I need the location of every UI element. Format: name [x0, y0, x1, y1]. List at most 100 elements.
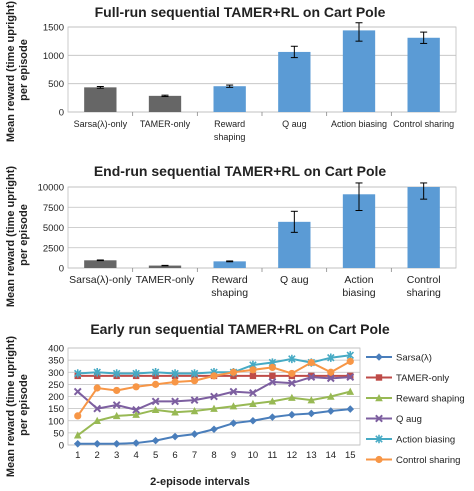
data-point: [327, 353, 335, 362]
bar: [148, 95, 182, 112]
y-tick-label: 300: [48, 368, 64, 379]
data-point: [269, 372, 276, 380]
data-point: [171, 378, 179, 386]
y-axis-label: Mean reward (time upright) per episode: [5, 333, 30, 477]
data-point: [171, 369, 179, 378]
legend-entry: Sarsa(λ): [366, 353, 432, 364]
x-tick-label: Reward shaping: [214, 119, 246, 142]
chart-title: Early run sequential TAMER+RL on Cart Po…: [90, 321, 390, 337]
chart-title: End-run sequential TAMER+RL on Cart Pole: [94, 163, 387, 179]
data-point: [112, 411, 121, 420]
data-point: [288, 369, 296, 378]
x-tick-label-line: Q aug: [282, 119, 307, 129]
data-point: [93, 384, 101, 392]
data-point: [73, 439, 82, 448]
x-tick-label: 4: [133, 450, 138, 461]
y-axis-label-line-1: Mean reward (time upright): [5, 336, 17, 478]
x-tick-label-line: Action biasing: [331, 119, 387, 129]
data-point: [327, 407, 335, 415]
data-point: [249, 366, 257, 374]
data-point: [132, 439, 140, 447]
data-point: [249, 388, 257, 397]
full-run-chart: Full-run sequential TAMER+RL on Cart Pol…: [5, 0, 457, 142]
bar: [148, 265, 182, 268]
legend-entry: Reward shaping: [366, 394, 465, 405]
data-point: [210, 425, 218, 434]
legend-label: Reward shaping: [396, 394, 465, 405]
data-point: [93, 416, 101, 424]
data-point: [229, 419, 238, 427]
x-tick-label-line: Reward: [214, 119, 245, 129]
data-point: [288, 393, 296, 401]
data-point: [249, 416, 257, 425]
y-tick-label: 5000: [43, 223, 64, 234]
x-tick-label-line: Control: [407, 274, 441, 286]
plot-area: [67, 26, 457, 113]
data-point: [190, 369, 199, 378]
series: [73, 373, 355, 414]
end-run-chart: End-run sequential TAMER+RL on Cart Pole…: [5, 163, 457, 307]
data-point: [132, 410, 140, 418]
data-point: [346, 405, 355, 413]
data-point: [327, 392, 335, 400]
data-point: [268, 363, 276, 371]
y-axis-label-line-2: per episode: [18, 39, 30, 101]
data-point: [288, 354, 296, 364]
bar: [342, 30, 376, 112]
data-point: [327, 368, 335, 376]
data-point: [190, 396, 199, 405]
legend-entry: Control sharing: [366, 455, 460, 466]
y-tick-label: 100: [48, 416, 64, 427]
y-axis-label-line-1: Mean reward (time upright): [5, 1, 17, 143]
y-tick-label: 350: [48, 356, 64, 367]
bar: [278, 51, 311, 112]
x-tick-label-line: TAMER-only: [136, 274, 195, 286]
data-point: [307, 409, 316, 418]
x-tick-label: 12: [287, 450, 298, 461]
series: [73, 405, 355, 448]
y-tick-label: 0: [59, 108, 64, 119]
bar: [213, 86, 246, 112]
data-point: [307, 396, 316, 404]
data-point: [229, 387, 238, 396]
x-tick-label-line: Action: [344, 274, 373, 286]
data-point: [190, 407, 199, 415]
x-tick-label: 14: [326, 450, 337, 461]
data-point: [346, 387, 355, 395]
legend-marker: [375, 374, 383, 381]
legend-entry: Q aug: [366, 414, 422, 425]
data-point: [151, 368, 160, 377]
data-point: [132, 405, 141, 414]
data-point: [73, 369, 82, 378]
data-point: [210, 404, 218, 412]
legend-label: Control sharing: [396, 455, 460, 466]
y-tick-label: 400: [48, 344, 64, 355]
y-axis-label: Mean reward (time upright) per episode: [5, 0, 30, 142]
x-tick-label: 11: [267, 450, 277, 461]
data-point: [132, 369, 140, 378]
data-point: [93, 439, 101, 448]
x-tick-label-line: shaping: [214, 132, 246, 142]
data-point: [307, 373, 316, 382]
data-point: [151, 397, 160, 406]
data-point: [171, 408, 179, 416]
x-tick-label: Q aug: [282, 119, 307, 129]
legend-label: Q aug: [396, 414, 422, 425]
data-point: [73, 431, 82, 439]
bar: [407, 187, 440, 268]
data-point: [132, 383, 140, 391]
x-tick-label-line: biasing: [342, 287, 375, 299]
bar: [213, 261, 246, 268]
x-tick-label-line: TAMER-only: [140, 119, 191, 129]
y-tick-label: 150: [48, 404, 64, 415]
data-point: [210, 392, 218, 401]
y-tick-label: 50: [53, 428, 64, 439]
x-tick-label-line: Sarsa(λ)-only: [69, 274, 132, 286]
x-tick-label: 9: [231, 450, 236, 461]
x-tick-label: Control sharing: [393, 119, 454, 129]
legend-label: Sarsa(λ): [396, 353, 432, 364]
data-point: [307, 358, 315, 367]
data-point: [346, 373, 355, 382]
